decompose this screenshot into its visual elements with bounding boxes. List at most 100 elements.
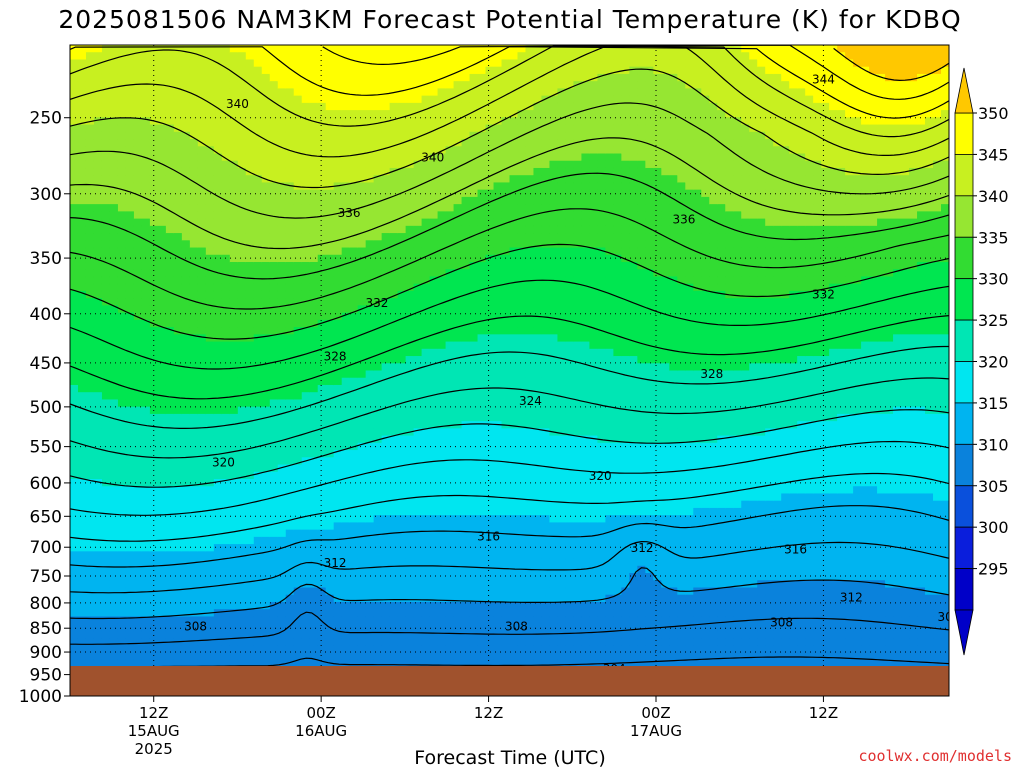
band-cell xyxy=(93,471,103,480)
band-cell xyxy=(357,102,367,111)
band-cell xyxy=(149,312,159,321)
band-cell xyxy=(277,225,287,234)
band-cell xyxy=(509,305,519,314)
band-cell xyxy=(285,52,295,61)
band-cell xyxy=(485,500,495,509)
band-cell xyxy=(469,616,479,625)
band-cell xyxy=(277,240,287,249)
band-cell xyxy=(485,66,495,75)
band-cell xyxy=(453,240,463,249)
band-cell xyxy=(149,645,159,654)
band-cell xyxy=(173,334,183,343)
band-cell xyxy=(429,334,439,343)
band-cell xyxy=(421,645,431,654)
band-cell xyxy=(453,630,463,639)
band-cell xyxy=(429,247,439,256)
band-cell xyxy=(133,269,143,278)
band-cell xyxy=(173,73,183,82)
band-cell xyxy=(117,457,127,466)
band-cell xyxy=(157,435,167,444)
band-cell xyxy=(70,233,79,241)
band-cell xyxy=(325,616,335,625)
band-cell xyxy=(325,327,335,335)
band-cell xyxy=(93,124,103,133)
band-cell xyxy=(277,196,287,205)
band-cell xyxy=(421,551,431,560)
band-cell xyxy=(189,565,199,574)
band-cell xyxy=(237,88,247,97)
band-cell xyxy=(469,630,479,639)
band-cell xyxy=(109,45,119,53)
band-cell xyxy=(221,167,231,176)
band-cell xyxy=(117,247,127,256)
band-cell xyxy=(77,587,87,596)
band-cell xyxy=(437,218,447,227)
band-cell xyxy=(445,81,455,89)
band-cell xyxy=(341,392,351,401)
band-cell xyxy=(229,269,239,278)
band-cell xyxy=(317,435,327,444)
band-cell xyxy=(245,312,255,321)
band-cell xyxy=(93,601,103,610)
band-cell xyxy=(357,638,367,646)
band-cell xyxy=(333,544,343,552)
band-cell xyxy=(133,95,143,104)
band-cell xyxy=(317,464,327,473)
band-cell xyxy=(213,652,223,661)
band-cell xyxy=(85,319,95,328)
band-cell xyxy=(325,384,335,393)
band-cell xyxy=(477,356,487,364)
band-cell xyxy=(133,240,143,249)
band-cell xyxy=(133,189,143,198)
band-cell xyxy=(333,290,343,299)
band-cell xyxy=(229,240,239,249)
band-cell xyxy=(229,515,239,523)
band-cell xyxy=(477,515,487,523)
band-cell xyxy=(389,160,399,169)
band-cell xyxy=(501,406,511,415)
band-cell xyxy=(213,392,223,401)
band-cell xyxy=(125,500,135,509)
band-cell xyxy=(373,290,383,299)
band-cell xyxy=(157,204,167,212)
band-cell xyxy=(149,507,159,516)
band-cell xyxy=(229,52,239,61)
band-cell xyxy=(325,551,335,560)
band-cell xyxy=(421,486,431,495)
band-cell xyxy=(197,81,207,89)
band-cell xyxy=(109,370,119,379)
band-cell xyxy=(109,544,119,552)
band-cell xyxy=(501,319,511,328)
band-cell xyxy=(189,601,199,610)
band-cell xyxy=(341,565,351,574)
band-cell xyxy=(125,262,135,270)
band-cell xyxy=(461,327,471,335)
band-cell xyxy=(109,211,119,220)
band-cell xyxy=(501,457,511,466)
band-cell xyxy=(341,233,351,241)
band-cell xyxy=(70,276,79,285)
band-cell xyxy=(141,392,151,401)
band-cell xyxy=(221,464,231,473)
band-cell xyxy=(389,139,399,147)
band-cell xyxy=(357,573,367,581)
band-cell xyxy=(93,305,103,314)
band-cell xyxy=(349,587,359,596)
band-cell xyxy=(437,175,447,184)
band-cell xyxy=(125,73,135,82)
band-cell xyxy=(413,573,423,581)
band-cell xyxy=(397,66,407,75)
band-cell xyxy=(277,370,287,379)
band-cell xyxy=(381,493,391,502)
band-cell xyxy=(253,182,263,191)
band-cell xyxy=(133,196,143,205)
band-cell xyxy=(101,45,111,53)
band-cell xyxy=(397,254,407,263)
band-cell xyxy=(413,500,423,509)
band-cell xyxy=(70,240,79,249)
band-cell xyxy=(133,218,143,227)
band-cell xyxy=(309,515,319,523)
band-cell xyxy=(341,594,351,603)
band-cell xyxy=(125,124,135,133)
band-cell xyxy=(117,312,127,321)
